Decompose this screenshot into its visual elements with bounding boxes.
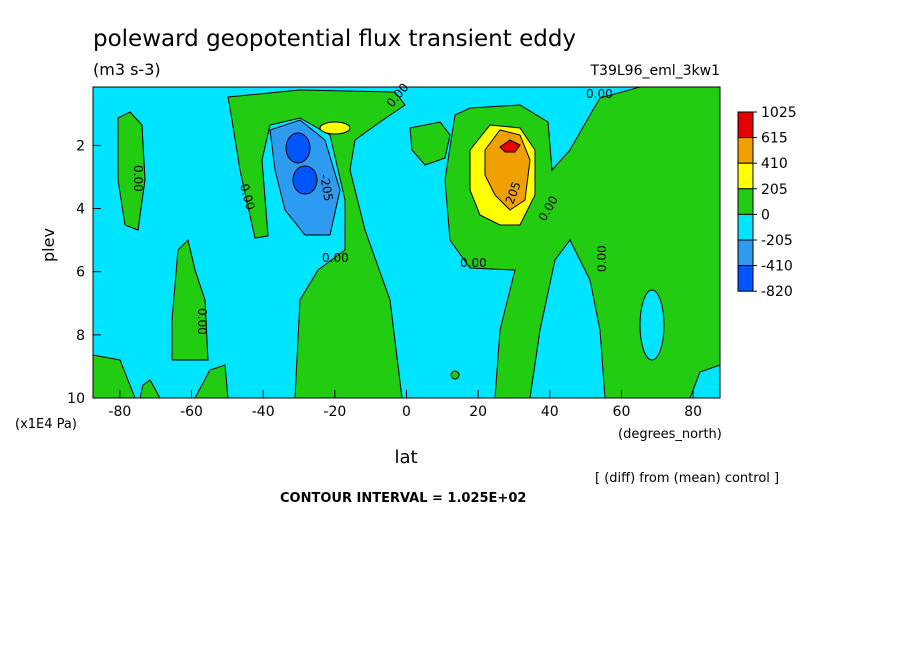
x-axis-label: lat bbox=[394, 447, 417, 468]
colorbar-label: 410 bbox=[761, 156, 788, 172]
x-tick-label: -60 bbox=[180, 404, 203, 420]
contour-label: -205 bbox=[317, 173, 336, 202]
colorbar-label: -820 bbox=[761, 284, 793, 300]
y-tick-label: 8 bbox=[76, 328, 85, 344]
y-tick-label: 2 bbox=[76, 138, 85, 154]
contour-label: 0.00 bbox=[595, 245, 609, 272]
colorbar-label: 615 bbox=[761, 131, 788, 147]
contour-field bbox=[92, 86, 721, 399]
y-axis-label: plev bbox=[39, 228, 58, 262]
colorbar-box bbox=[737, 265, 754, 292]
contour-region bbox=[319, 121, 351, 135]
contour-region bbox=[171, 239, 209, 361]
contour-label: 0.00 bbox=[586, 87, 613, 101]
contour-region bbox=[639, 289, 665, 361]
x-tick-label: 60 bbox=[613, 404, 631, 420]
contour-region bbox=[292, 165, 318, 195]
colorbar-box bbox=[737, 213, 754, 241]
colorbar-box bbox=[737, 188, 754, 215]
contour-region bbox=[285, 132, 311, 164]
x-tick-label: 80 bbox=[684, 404, 702, 420]
contour-region bbox=[484, 129, 531, 211]
contour-label: 0.00 bbox=[131, 165, 145, 192]
contour-label: 0.00 bbox=[195, 308, 209, 335]
colorbar-label: -205 bbox=[761, 233, 793, 249]
colorbar-label: -410 bbox=[761, 259, 793, 275]
x-tick-label: -20 bbox=[323, 404, 346, 420]
y-tick-label: 4 bbox=[76, 202, 85, 218]
colorbar-box bbox=[737, 239, 754, 267]
colorbar-box bbox=[737, 111, 754, 139]
contour-region bbox=[499, 139, 521, 153]
colorbar-label: 0 bbox=[761, 207, 770, 223]
y-axis-units: (x1E4 Pa) bbox=[15, 417, 77, 432]
colorbar-box bbox=[737, 162, 754, 190]
contour-region bbox=[117, 111, 146, 231]
contour-label: 0.00 bbox=[322, 251, 349, 265]
y-tick-label: 10 bbox=[67, 391, 85, 407]
x-tick-label: 0 bbox=[402, 404, 411, 420]
colorbar-label: 1025 bbox=[761, 105, 797, 121]
x-tick-label: 40 bbox=[541, 404, 559, 420]
contour-region bbox=[450, 370, 460, 380]
x-tick-label: 20 bbox=[469, 404, 487, 420]
x-axis-units: (degrees_north) bbox=[618, 427, 722, 442]
colorbar-label: 205 bbox=[761, 182, 788, 198]
note: [ (diff) from (mean) control ] bbox=[595, 471, 779, 486]
contour-region bbox=[409, 121, 451, 166]
chart-subtitle: (m3 s-3) bbox=[93, 60, 161, 79]
footer: CONTOUR INTERVAL = 1.025E+02 bbox=[280, 491, 526, 506]
contour-region bbox=[227, 89, 406, 399]
y-tick-label: 6 bbox=[76, 265, 85, 281]
x-tick-label: -40 bbox=[252, 404, 275, 420]
x-tick-label: -80 bbox=[108, 404, 131, 420]
chart-title: poleward geopotential flux transient edd… bbox=[93, 26, 576, 52]
colorbar-box bbox=[737, 137, 754, 164]
run-label: T39L96_eml_3kw1 bbox=[590, 63, 721, 79]
contour-label: 0.00 bbox=[460, 256, 487, 270]
contour-label: 0.00 bbox=[237, 182, 257, 211]
